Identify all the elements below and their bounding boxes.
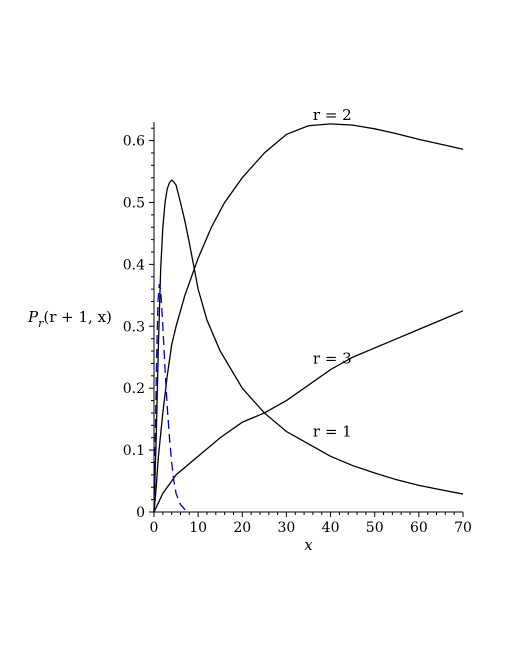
series-line-0 (153, 123, 464, 513)
x-tick-label: 20 (233, 520, 251, 536)
x-tick-label: 50 (366, 520, 384, 536)
x-tick-label: 30 (278, 520, 296, 536)
x-axis-label: x (304, 536, 313, 554)
labels-layer: x Pr(r + 1, x) r = 2 r = 3 r = 1 (27, 106, 352, 554)
curves-layer (153, 123, 464, 513)
y-tick-label: 0.2 (123, 381, 145, 397)
y-tick-label: 0.1 (123, 443, 145, 459)
curve-label-0: r = 2 (313, 106, 352, 124)
y-tick-label: 0.5 (123, 195, 145, 211)
x-tick-label: 0 (150, 520, 159, 536)
curve-label-1: r = 3 (313, 349, 352, 367)
y-tick-label: 0.6 (123, 134, 145, 150)
series-line-2 (153, 310, 464, 513)
series-line-1 (153, 179, 464, 513)
x-tick-label: 70 (454, 520, 472, 536)
curve-label-2: r = 1 (313, 422, 352, 440)
x-tick-label: 40 (322, 520, 340, 536)
x-tick-label: 60 (410, 520, 428, 536)
y-axis-label: Pr(r + 1, x) (27, 308, 112, 330)
x-tick-label: 10 (189, 520, 207, 536)
axes-layer: 0 10 20 30 40 50 60 70 0 0.1 0.2 0.3 0.4 0.5 0.6 (123, 122, 472, 536)
series-line-3 (153, 284, 190, 513)
y-tick-label: 0.4 (123, 257, 145, 273)
y-tick-label: 0.3 (123, 319, 145, 335)
y-tick-label: 0 (136, 505, 145, 521)
